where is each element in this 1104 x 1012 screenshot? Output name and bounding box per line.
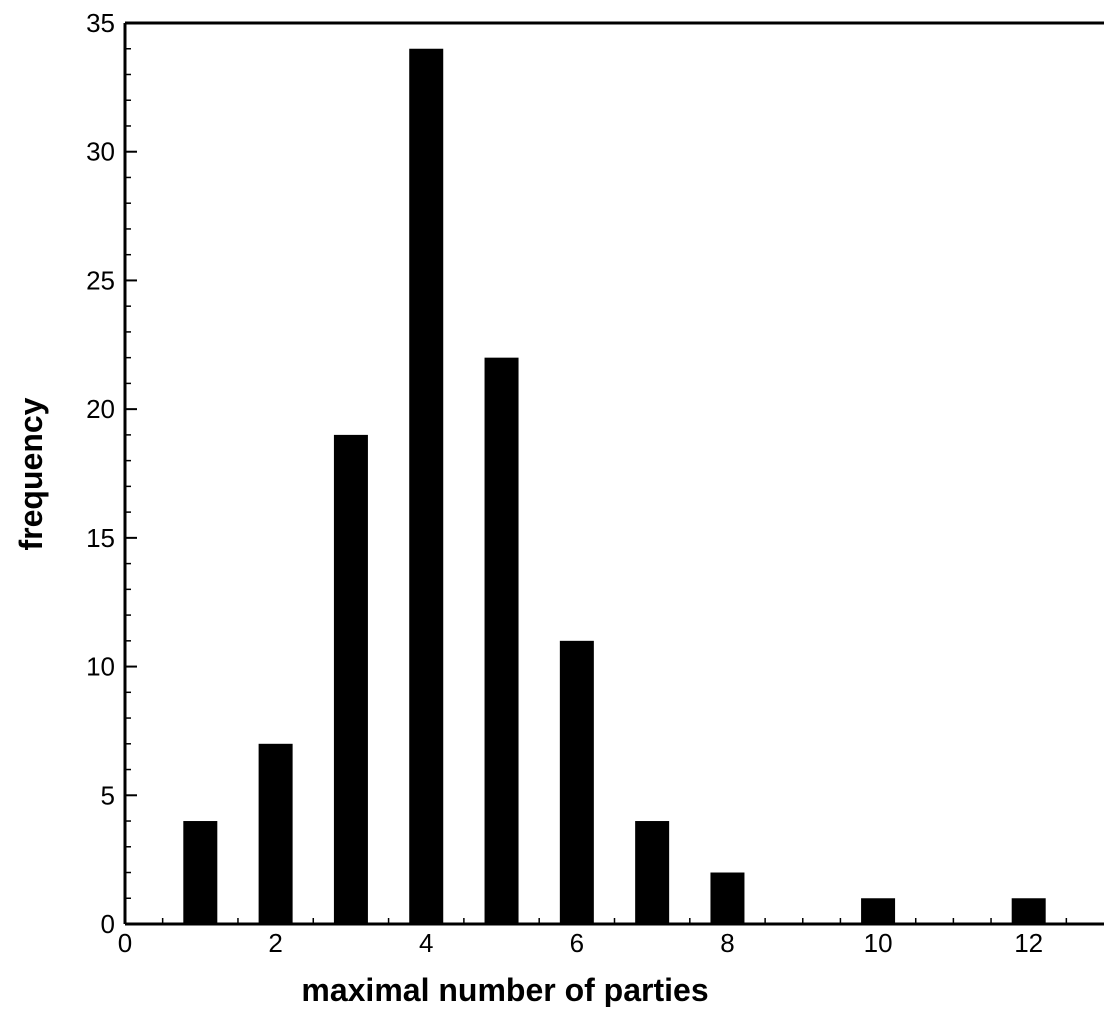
bar-3 — [333, 434, 368, 924]
y-tick-label-10: 10 — [86, 652, 115, 682]
y-tick-label-35: 35 — [86, 8, 115, 38]
bar-7 — [635, 821, 670, 924]
bar-5 — [484, 357, 519, 925]
axes-layer: 0 5 10 15 20 25 30 35 0 2 4 6 8 10 12 — [86, 8, 1104, 958]
x-tick-label-10: 10 — [864, 928, 893, 958]
bar-6 — [559, 640, 594, 924]
x-axis-title: maximal number of parties — [301, 972, 708, 1007]
y-tick-label-25: 25 — [86, 265, 115, 295]
x-tick-label-0: 0 — [118, 928, 132, 958]
bar-1 — [183, 821, 218, 924]
y-tick-label-0: 0 — [101, 909, 115, 939]
x-tick-label-2: 2 — [268, 928, 282, 958]
y-tick-label-20: 20 — [86, 394, 115, 424]
y-tick-label-5: 5 — [101, 780, 115, 810]
bar-2 — [258, 743, 293, 924]
x-tick-label-12: 12 — [1014, 928, 1043, 958]
y-tick-label-30: 30 — [86, 137, 115, 167]
bar-4 — [409, 48, 444, 924]
y-tick-label-15: 15 — [86, 523, 115, 553]
bars-layer — [183, 48, 1046, 925]
x-tick-label-6: 6 — [570, 928, 584, 958]
x-tick-label-4: 4 — [419, 928, 433, 958]
x-tick-label-8: 8 — [720, 928, 734, 958]
y-axis-title: frequency — [13, 397, 49, 550]
